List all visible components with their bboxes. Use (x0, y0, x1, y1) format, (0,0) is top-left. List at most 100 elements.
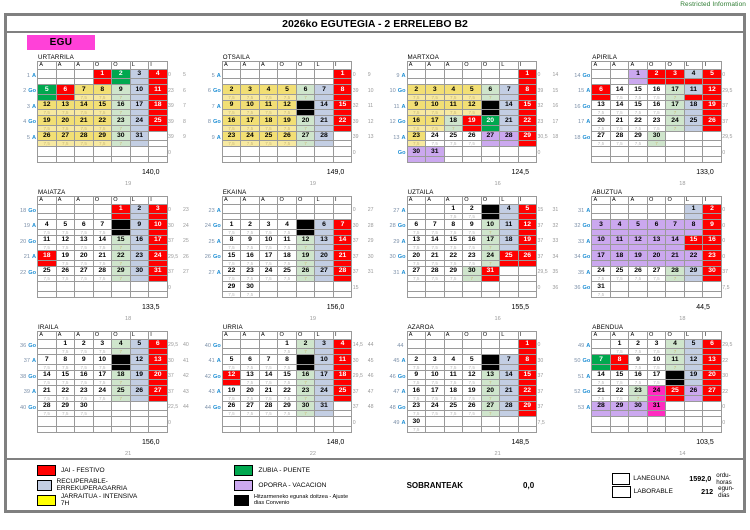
day-cell[interactable]: 10 (314, 354, 334, 365)
day-cell[interactable]: 3 (148, 203, 168, 214)
day-cell[interactable]: 1 (443, 203, 463, 214)
day-cell[interactable]: 21 (314, 115, 334, 126)
day-cell[interactable]: 14 (609, 99, 630, 110)
day-cell[interactable]: 29 (55, 400, 75, 411)
day-cell[interactable]: 12 (221, 369, 242, 380)
day-cell[interactable]: 8 (221, 234, 242, 245)
day-cell[interactable]: 28 (314, 130, 334, 141)
day-cell[interactable]: 29 (683, 265, 704, 276)
day-cell[interactable]: 23 (646, 115, 667, 126)
day-cell[interactable]: 13 (240, 369, 260, 380)
day-cell[interactable]: 26 (295, 265, 316, 276)
day-cell[interactable]: 9 (240, 234, 260, 245)
day-cell[interactable]: 9 (462, 219, 482, 230)
day-cell[interactable]: 9 (129, 219, 149, 230)
day-cell[interactable]: 17 (92, 369, 112, 380)
day-cell[interactable] (55, 281, 75, 292)
day-cell[interactable]: 1 (221, 219, 242, 230)
day-cell[interactable] (148, 130, 168, 141)
day-cell[interactable]: 11 (148, 84, 168, 95)
day-cell[interactable] (425, 338, 445, 349)
day-cell[interactable] (609, 68, 630, 79)
day-cell[interactable] (499, 265, 519, 276)
day-cell[interactable] (129, 400, 149, 411)
day-cell[interactable]: 11 (665, 354, 685, 365)
day-cell[interactable] (74, 203, 94, 214)
day-cell[interactable]: 22 (683, 250, 704, 261)
day-cell[interactable]: 8 (277, 354, 297, 365)
day-cell[interactable]: 14 (609, 84, 630, 95)
day-cell[interactable] (258, 338, 279, 349)
day-cell[interactable]: 8 (517, 354, 537, 365)
day-cell[interactable]: 16 (406, 115, 426, 126)
day-cell[interactable] (332, 400, 353, 411)
day-cell[interactable]: 30 (74, 400, 94, 411)
day-cell[interactable] (148, 416, 168, 427)
day-cell[interactable]: 24 (92, 385, 112, 396)
day-cell[interactable] (332, 281, 353, 292)
day-cell[interactable]: 17 (129, 99, 149, 110)
day-cell[interactable]: 12 (702, 84, 722, 95)
day-cell[interactable] (129, 416, 149, 427)
day-cell[interactable]: 3 (425, 354, 445, 365)
day-cell[interactable]: 15 (55, 369, 75, 380)
day-cell[interactable]: 13 (314, 234, 334, 245)
day-cell[interactable] (462, 281, 482, 292)
day-cell[interactable]: 21 (499, 385, 519, 396)
day-cell[interactable]: 30 (462, 265, 482, 276)
day-cell[interactable] (314, 281, 334, 292)
day-cell[interactable]: 2 (406, 84, 426, 95)
day-cell[interactable] (406, 338, 426, 349)
day-cell[interactable]: 12 (683, 354, 704, 365)
day-cell[interactable]: 8 (55, 354, 75, 365)
day-cell[interactable]: 5 (462, 354, 482, 365)
day-cell[interactable]: 18 (665, 369, 685, 380)
day-cell[interactable]: 7 (92, 219, 112, 230)
day-cell[interactable] (74, 146, 94, 157)
day-cell[interactable] (221, 416, 242, 427)
day-cell[interactable]: 8 (443, 219, 463, 230)
day-cell[interactable]: 11 (277, 234, 297, 245)
day-cell[interactable]: 3 (665, 68, 685, 79)
day-cell[interactable]: 28 (665, 265, 685, 276)
day-cell[interactable]: 17 (480, 234, 500, 245)
day-cell[interactable]: 27 (240, 400, 260, 411)
day-cell[interactable] (443, 68, 463, 79)
day-cell[interactable]: 4 (665, 338, 685, 349)
day-cell[interactable]: 16 (240, 250, 260, 261)
day-cell[interactable]: 16 (111, 99, 131, 110)
day-cell[interactable]: 31 (314, 400, 334, 411)
day-cell[interactable]: 26 (277, 130, 297, 141)
day-cell[interactable] (499, 146, 519, 157)
day-cell[interactable]: 30 (646, 130, 667, 141)
day-cell[interactable]: 3 (92, 338, 112, 349)
day-cell[interactable]: 31 (129, 130, 149, 141)
day-cell[interactable]: 3 (480, 203, 500, 214)
day-cell[interactable]: 24 (665, 115, 685, 126)
day-cell[interactable] (665, 281, 685, 292)
day-cell[interactable]: 16 (646, 84, 667, 95)
day-cell[interactable]: 14 (665, 234, 685, 245)
day-cell[interactable]: 24 (480, 250, 500, 261)
day-cell[interactable] (609, 416, 630, 427)
day-cell[interactable]: 27 (480, 130, 500, 141)
day-cell[interactable] (240, 68, 260, 79)
day-cell[interactable]: 11 (683, 84, 704, 95)
day-cell[interactable]: 18 (443, 115, 463, 126)
day-cell[interactable]: 20 (480, 115, 500, 126)
day-cell[interactable]: 2 (129, 203, 149, 214)
day-cell[interactable]: 16 (74, 369, 94, 380)
day-cell[interactable]: 23 (462, 250, 482, 261)
day-cell[interactable]: 12 (129, 354, 149, 365)
day-cell[interactable]: 14 (92, 234, 112, 245)
day-cell[interactable]: 10 (240, 99, 260, 110)
day-cell[interactable]: 27 (55, 130, 75, 141)
day-cell[interactable]: 4 (37, 219, 57, 230)
day-cell[interactable]: 26 (55, 265, 75, 276)
day-cell[interactable] (240, 203, 260, 214)
day-cell[interactable] (683, 416, 704, 427)
day-cell[interactable]: 28 (92, 265, 112, 276)
day-cell[interactable] (295, 68, 316, 79)
day-cell[interactable]: 21 (499, 115, 519, 126)
day-cell[interactable]: 10 (646, 354, 667, 365)
